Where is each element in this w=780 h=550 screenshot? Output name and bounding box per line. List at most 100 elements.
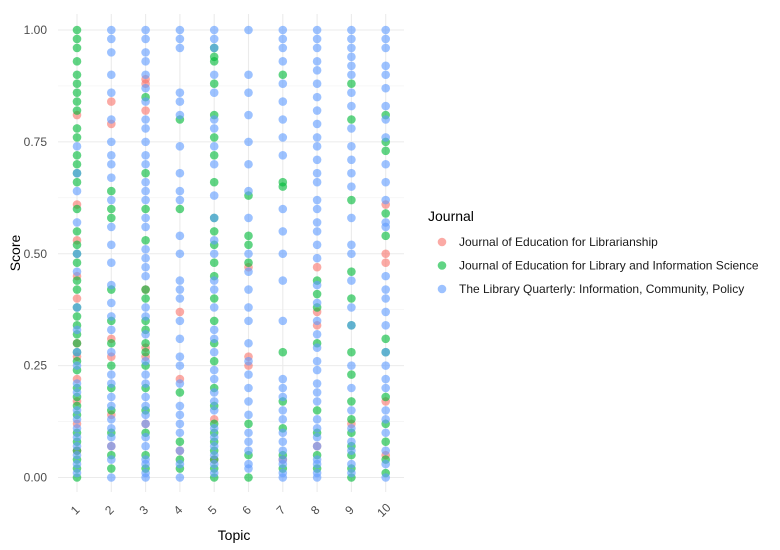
data-point — [175, 361, 185, 370]
data-point — [381, 43, 391, 53]
data-point — [175, 388, 185, 397]
data-point — [209, 25, 219, 35]
data-point — [244, 159, 253, 169]
data-point — [209, 303, 219, 312]
data-point — [347, 182, 356, 191]
data-point — [244, 258, 253, 268]
data-point — [278, 182, 288, 191]
data-point — [107, 392, 116, 402]
x-tick-label: 6 — [239, 503, 254, 518]
data-point — [141, 222, 150, 232]
data-point — [244, 419, 253, 429]
data-point — [381, 195, 391, 205]
data-point — [175, 294, 185, 303]
data-point — [107, 280, 116, 290]
data-point — [72, 142, 82, 151]
data-point — [107, 325, 116, 335]
data-point — [107, 159, 116, 169]
data-point — [107, 464, 116, 473]
data-point — [381, 361, 391, 370]
data-point — [312, 218, 322, 227]
data-point — [347, 213, 356, 223]
data-point — [209, 177, 219, 187]
data-point — [72, 249, 82, 259]
y-tick-label: 0.75 — [24, 135, 48, 149]
data-point — [381, 101, 391, 111]
data-point — [278, 347, 288, 357]
x-axis-title: Topic — [218, 527, 251, 543]
data-point — [209, 151, 219, 160]
data-point — [312, 280, 322, 290]
data-point — [244, 249, 253, 259]
data-point — [312, 379, 322, 388]
data-point — [141, 177, 150, 187]
x-tick-label: 3 — [136, 503, 151, 518]
data-point — [72, 106, 82, 115]
data-point — [107, 338, 116, 348]
data-point — [107, 48, 116, 57]
data-point — [312, 65, 322, 75]
data-point — [72, 43, 82, 53]
data-point — [209, 79, 219, 88]
data-point — [107, 25, 116, 35]
data-point — [107, 70, 116, 80]
data-point — [209, 325, 219, 335]
data-point — [141, 262, 150, 272]
data-point — [72, 186, 82, 196]
data-point — [244, 110, 253, 120]
data-point — [347, 383, 356, 393]
x-tick-label: 8 — [308, 503, 323, 518]
data-point — [312, 423, 322, 433]
data-point — [141, 253, 150, 263]
data-point — [141, 48, 150, 57]
x-tick-label: 9 — [342, 503, 357, 518]
data-point — [209, 334, 219, 344]
data-point — [244, 88, 253, 97]
data-point — [278, 204, 288, 214]
data-point — [244, 137, 253, 147]
data-point — [72, 406, 82, 415]
data-point — [107, 258, 116, 268]
data-point — [381, 321, 391, 330]
data-point — [141, 401, 150, 411]
data-point — [312, 227, 322, 236]
data-point — [347, 34, 356, 44]
data-point — [72, 294, 82, 303]
data-point — [72, 133, 82, 142]
data-point — [244, 383, 253, 393]
data-point — [347, 321, 356, 330]
data-point — [278, 97, 288, 106]
data-point — [107, 361, 116, 370]
data-point — [141, 330, 150, 339]
y-tick-label: 0.50 — [24, 247, 48, 261]
data-point — [107, 370, 116, 379]
data-point — [141, 70, 150, 80]
data-point — [107, 441, 116, 451]
data-point — [72, 423, 82, 433]
data-point — [278, 473, 288, 482]
data-point — [381, 392, 391, 402]
data-point — [141, 410, 150, 420]
data-point — [347, 303, 356, 312]
data-point — [209, 57, 219, 66]
data-point — [312, 365, 322, 375]
data-point — [347, 267, 356, 276]
data-point — [175, 231, 185, 241]
data-point — [107, 473, 116, 482]
data-point — [72, 468, 82, 478]
data-point — [175, 401, 185, 411]
data-point — [209, 159, 219, 169]
data-point — [244, 410, 253, 420]
data-point — [244, 240, 253, 250]
data-point — [107, 347, 116, 357]
data-point — [72, 276, 82, 285]
data-point — [209, 70, 219, 80]
data-point — [209, 276, 219, 285]
data-point — [209, 115, 219, 124]
data-point — [209, 374, 219, 384]
data-point — [244, 267, 253, 276]
data-point — [278, 459, 288, 469]
data-point — [381, 115, 391, 124]
data-point — [209, 34, 219, 44]
